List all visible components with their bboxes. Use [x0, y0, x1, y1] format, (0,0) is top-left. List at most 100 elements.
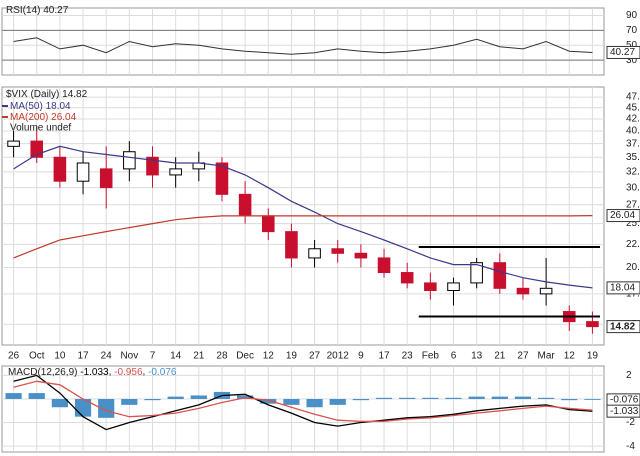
histogram-bar — [468, 396, 485, 399]
y-tick-label: 20.0 — [626, 262, 640, 273]
legend-value: -1.033 — [80, 367, 109, 378]
histogram-bar — [121, 398, 138, 405]
panel-frame — [1, 7, 605, 76]
y-tick-label: 45.0 — [626, 102, 640, 113]
candle-body — [470, 262, 483, 284]
y-tick-label: 50 — [626, 40, 638, 51]
y-tick-label: 35.0 — [626, 152, 640, 163]
legend-value: 26.04 — [51, 112, 76, 123]
y-tick-label: 47.5 — [626, 92, 640, 103]
candle-body — [169, 168, 182, 176]
histogram-bar — [144, 398, 161, 401]
value-box — [606, 45, 640, 59]
histogram-bar — [422, 397, 439, 399]
x-tick-label: 24 — [101, 351, 113, 362]
histogram-bar — [306, 398, 323, 408]
panel-legend: MACD(12,26,9) -1.033, -0.956, -0.076 — [8, 367, 177, 378]
x-tick-label: 6 — [451, 351, 457, 362]
histogram-bar — [561, 398, 578, 401]
legend-label: MACD(12,26,9) — [8, 367, 77, 378]
x-tick-label: 17 — [77, 351, 89, 362]
y-tick-label: 32.5 — [626, 167, 640, 178]
x-tick-label: 23 — [402, 351, 414, 362]
histogram-bar — [167, 396, 184, 399]
candle-body — [76, 162, 90, 182]
x-tick-label: 27 — [309, 351, 321, 362]
histogram-bar — [445, 397, 462, 399]
value-label: -0.076 — [610, 395, 639, 406]
candle-body — [99, 168, 113, 189]
histogram-bar — [352, 398, 369, 401]
histogram-bar — [260, 398, 277, 404]
y-tick-label: 30.0 — [626, 182, 640, 193]
x-tick-label: 7 — [150, 351, 156, 362]
legend-value: -0.076 — [148, 367, 177, 378]
candle-body — [447, 282, 460, 292]
candle-body — [123, 151, 136, 170]
x-tick-label: Dec — [236, 351, 254, 362]
x-tick-label: 2012 — [327, 351, 350, 362]
legend-value: -0.956 — [114, 367, 143, 378]
candle-body — [516, 287, 530, 295]
legend-label: MA(50) — [10, 101, 43, 112]
candle-body — [354, 252, 368, 259]
y-tick-label: 30 — [626, 55, 638, 66]
x-tick-label: 19 — [587, 351, 599, 362]
value-label: 40.27 — [610, 47, 635, 58]
histogram-bar — [51, 398, 68, 408]
histogram-bar — [190, 395, 207, 399]
value-label: -1.033 — [610, 406, 639, 417]
candle-body — [53, 156, 67, 182]
x-tick-label: Feb — [422, 351, 440, 362]
volume-label: Volume undef — [10, 123, 71, 134]
candle-body — [331, 248, 345, 254]
y-tick-label: 42.5 — [626, 114, 640, 125]
histogram-bar — [329, 398, 346, 405]
x-tick-label: 19 — [286, 351, 298, 362]
x-tick-label: 17 — [378, 351, 390, 362]
x-tick-label: 12 — [263, 351, 275, 362]
legend-label: MA(200) — [10, 112, 48, 123]
candle-body — [493, 262, 507, 289]
panel-frame — [1, 86, 605, 346]
line — [13, 215, 593, 259]
histogram-bar — [514, 396, 532, 399]
value-box — [606, 320, 640, 334]
x-tick-label: 27 — [517, 351, 529, 362]
x-tick-label: 9 — [358, 351, 364, 362]
candle-body — [586, 321, 599, 328]
y-tick-label: 70 — [626, 25, 638, 36]
candle-body — [285, 231, 298, 259]
x-tick-label: 12 — [564, 351, 576, 362]
y-tick-label: 25.0 — [626, 218, 640, 229]
candle-body — [308, 248, 321, 259]
candle-body — [400, 272, 414, 284]
legend-entry: MA(200) 26.04 — [10, 112, 77, 123]
x-tick-label: 14 — [170, 351, 182, 362]
value-label: 14.82 — [610, 321, 635, 332]
x-tick-label: 21 — [494, 351, 506, 362]
legend-label: $VIX (Daily) — [6, 89, 59, 100]
histogram-bar — [283, 398, 300, 405]
value-box — [606, 404, 640, 418]
candle-body — [377, 257, 391, 274]
x-tick-label: Mar — [537, 351, 555, 362]
y-tick-label: 40.0 — [626, 126, 640, 137]
candle-body — [261, 215, 275, 233]
y-tick-label: -2 — [626, 417, 635, 428]
x-tick-label: 28 — [216, 351, 228, 362]
legend-title: $VIX (Daily) 14.82 — [6, 89, 88, 100]
candle-body — [539, 287, 553, 295]
candle-body — [30, 140, 44, 158]
histogram-bar — [491, 396, 508, 399]
x-tick-label: 26 — [8, 351, 20, 362]
panel-legend: RSI(14) 40.27 — [6, 5, 69, 16]
legend-entry: MA(50) 18.04 — [10, 101, 71, 112]
legend-value: 40.27 — [43, 5, 68, 16]
line — [13, 37, 593, 55]
legend-value: 14.82 — [62, 89, 87, 100]
legend-label: RSI(14) — [6, 5, 40, 16]
line — [13, 145, 593, 289]
value-label: 18.04 — [610, 283, 635, 294]
